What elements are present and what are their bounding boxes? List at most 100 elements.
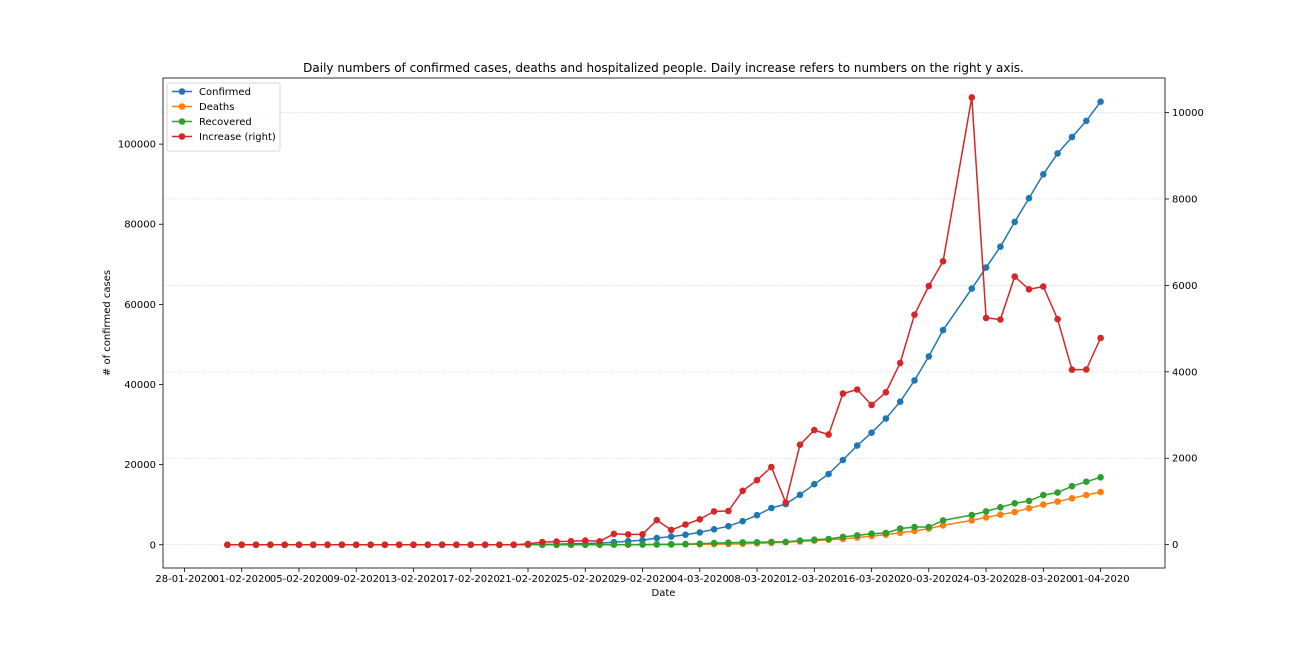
data-point — [1068, 482, 1076, 490]
y-right-tick-label: 2000 — [1172, 454, 1197, 465]
y-axis-left: 0 20000 40000 60000 80000 100000 — [118, 140, 163, 551]
x-tick-label: 16-03-2020 — [842, 574, 900, 585]
chart-title: Daily numbers of confirmed cases, deaths… — [303, 61, 1024, 75]
data-point — [768, 504, 775, 512]
data-point — [882, 415, 890, 422]
data-point — [639, 541, 646, 548]
x-tick-label: 13-02-2020 — [384, 574, 442, 585]
x-tick-label: 01-04-2020 — [1072, 574, 1130, 585]
data-point — [853, 442, 861, 449]
y-right-tick-label: 4000 — [1172, 367, 1197, 378]
x-axis-label: Date — [652, 588, 676, 599]
data-point — [667, 540, 675, 548]
data-point — [1025, 286, 1033, 293]
data-point — [997, 243, 1004, 250]
data-point — [1054, 489, 1061, 496]
data-point — [939, 326, 947, 334]
data-point — [739, 517, 746, 525]
y-axis-right: 0 2000 4000 6000 8000 10000 — [1165, 108, 1204, 551]
data-point — [1054, 498, 1061, 505]
legend-item: Deaths — [172, 102, 234, 113]
data-point — [338, 541, 346, 548]
series-line — [227, 476, 1101, 546]
data-point — [1025, 194, 1033, 202]
data-point — [653, 534, 661, 542]
data-point — [911, 523, 918, 531]
data-point — [939, 517, 947, 524]
y-tick-label: 100000 — [118, 140, 156, 151]
data-point — [1068, 495, 1076, 502]
data-point — [782, 499, 789, 506]
data-point — [352, 541, 360, 548]
data-point — [1011, 500, 1018, 507]
data-point — [667, 526, 675, 534]
data-point — [868, 401, 875, 409]
data-point — [596, 538, 603, 545]
data-point — [725, 507, 732, 515]
data-point — [868, 530, 875, 537]
data-point — [739, 487, 746, 495]
y-right-tick-label: 6000 — [1172, 281, 1197, 292]
data-point — [281, 541, 289, 548]
data-point — [839, 533, 847, 541]
data-point — [925, 353, 933, 360]
data-point — [224, 541, 231, 548]
data-point — [410, 541, 417, 548]
y-right-tick-label: 10000 — [1172, 108, 1204, 119]
legend-box — [166, 82, 281, 152]
data-point — [1083, 478, 1090, 486]
y-tick-label: 20000 — [124, 460, 156, 471]
data-point — [1068, 366, 1076, 374]
x-axis: 28-01-2020 01-02-2020 05-02-2020 09-02-2020… — [155, 568, 1130, 585]
data-point — [696, 516, 704, 523]
data-point — [696, 540, 704, 547]
data-point — [610, 530, 618, 538]
data-point — [982, 508, 990, 515]
data-point — [868, 429, 875, 437]
data-point — [1097, 488, 1104, 496]
x-tick-label: 29-02-2020 — [613, 574, 671, 585]
data-point — [653, 541, 661, 548]
x-tick-label: 05-02-2020 — [270, 574, 328, 585]
data-point — [811, 426, 818, 434]
data-point — [710, 539, 718, 547]
data-point — [682, 540, 689, 548]
data-point — [710, 508, 718, 515]
data-point — [968, 517, 976, 524]
data-point — [1040, 283, 1047, 290]
data-point — [853, 386, 861, 393]
data-point — [1054, 315, 1061, 323]
data-point — [839, 456, 847, 464]
data-point — [710, 526, 718, 533]
data-point — [825, 470, 832, 478]
y-right-tick-label: 8000 — [1172, 194, 1197, 205]
data-point — [682, 521, 689, 528]
data-point — [925, 282, 933, 290]
legend-swatch-marker — [178, 88, 186, 95]
plot-frame — [162, 77, 1166, 569]
data-point — [252, 541, 260, 548]
data-point — [825, 431, 832, 438]
y-right-tick-label: 0 — [1172, 540, 1178, 551]
data-point — [968, 94, 976, 101]
data-point — [768, 538, 775, 546]
data-point — [753, 511, 761, 519]
data-point — [682, 531, 689, 538]
data-point — [667, 533, 675, 540]
data-point — [839, 390, 847, 397]
data-point — [496, 541, 503, 548]
data-point — [1097, 334, 1104, 342]
series-confirmed — [224, 98, 1104, 549]
data-point — [1097, 474, 1104, 481]
data-point — [1011, 508, 1018, 516]
x-tick-label: 12-03-2020 — [785, 574, 843, 585]
data-point — [1068, 133, 1076, 141]
legend-item: Confirmed — [172, 87, 251, 98]
data-point — [939, 258, 947, 265]
data-point — [481, 541, 489, 548]
data-point — [295, 541, 303, 548]
data-point — [1083, 366, 1090, 373]
data-point — [982, 514, 990, 521]
data-point — [553, 538, 560, 545]
